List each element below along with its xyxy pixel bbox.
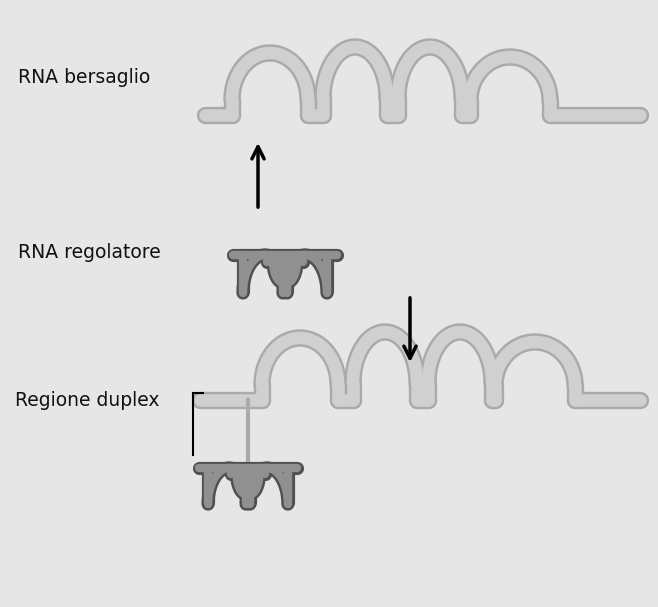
Text: RNA bersaglio: RNA bersaglio (18, 68, 150, 87)
Text: RNA regolatore: RNA regolatore (18, 243, 161, 262)
Text: Regione duplex: Regione duplex (15, 390, 159, 410)
